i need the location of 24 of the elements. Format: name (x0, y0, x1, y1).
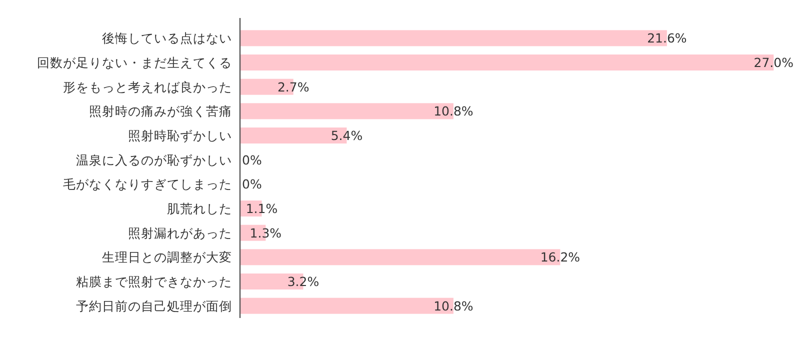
y-tick-label: 照射漏れがあった (128, 225, 232, 240)
y-tick-label: 肌荒れした (167, 201, 232, 216)
data-label: 0% (242, 152, 262, 168)
data-label: 16.2% (540, 250, 580, 265)
data-label: 10.8% (434, 104, 474, 119)
data-label: 21.6% (647, 30, 687, 46)
y-tick-label: 照射時恥ずかしい (128, 128, 232, 143)
y-tick-label: 予約日前の自己処理が面倒 (76, 298, 232, 314)
data-label: 1.1% (246, 201, 278, 216)
y-tick-label: 照射時の痛みが強く苦痛 (89, 104, 232, 119)
y-tick-label: 生理日との調整が大変 (102, 250, 232, 265)
y-tick-label: 温泉に入るのが恥ずかしい (76, 152, 232, 168)
data-label: 0% (242, 176, 262, 192)
data-label: 27.0% (754, 55, 794, 70)
data-label: 2.7% (277, 79, 310, 94)
y-tick-label: 粘膜まで照射できなかった (76, 274, 232, 289)
data-label: 1.3% (250, 225, 282, 240)
y-tick-label: 回数が足りない・まだ生えてくる (37, 55, 232, 70)
data-label: 3.2% (287, 274, 320, 289)
y-tick-label: 後悔している点はない (102, 30, 232, 46)
y-tick-label: 毛がなくなりすぎてしまった (63, 176, 232, 192)
data-label: 10.8% (434, 298, 474, 314)
y-tick-label: 形をもっと考えれば良かった (63, 79, 232, 94)
data-label: 5.4% (330, 128, 363, 143)
